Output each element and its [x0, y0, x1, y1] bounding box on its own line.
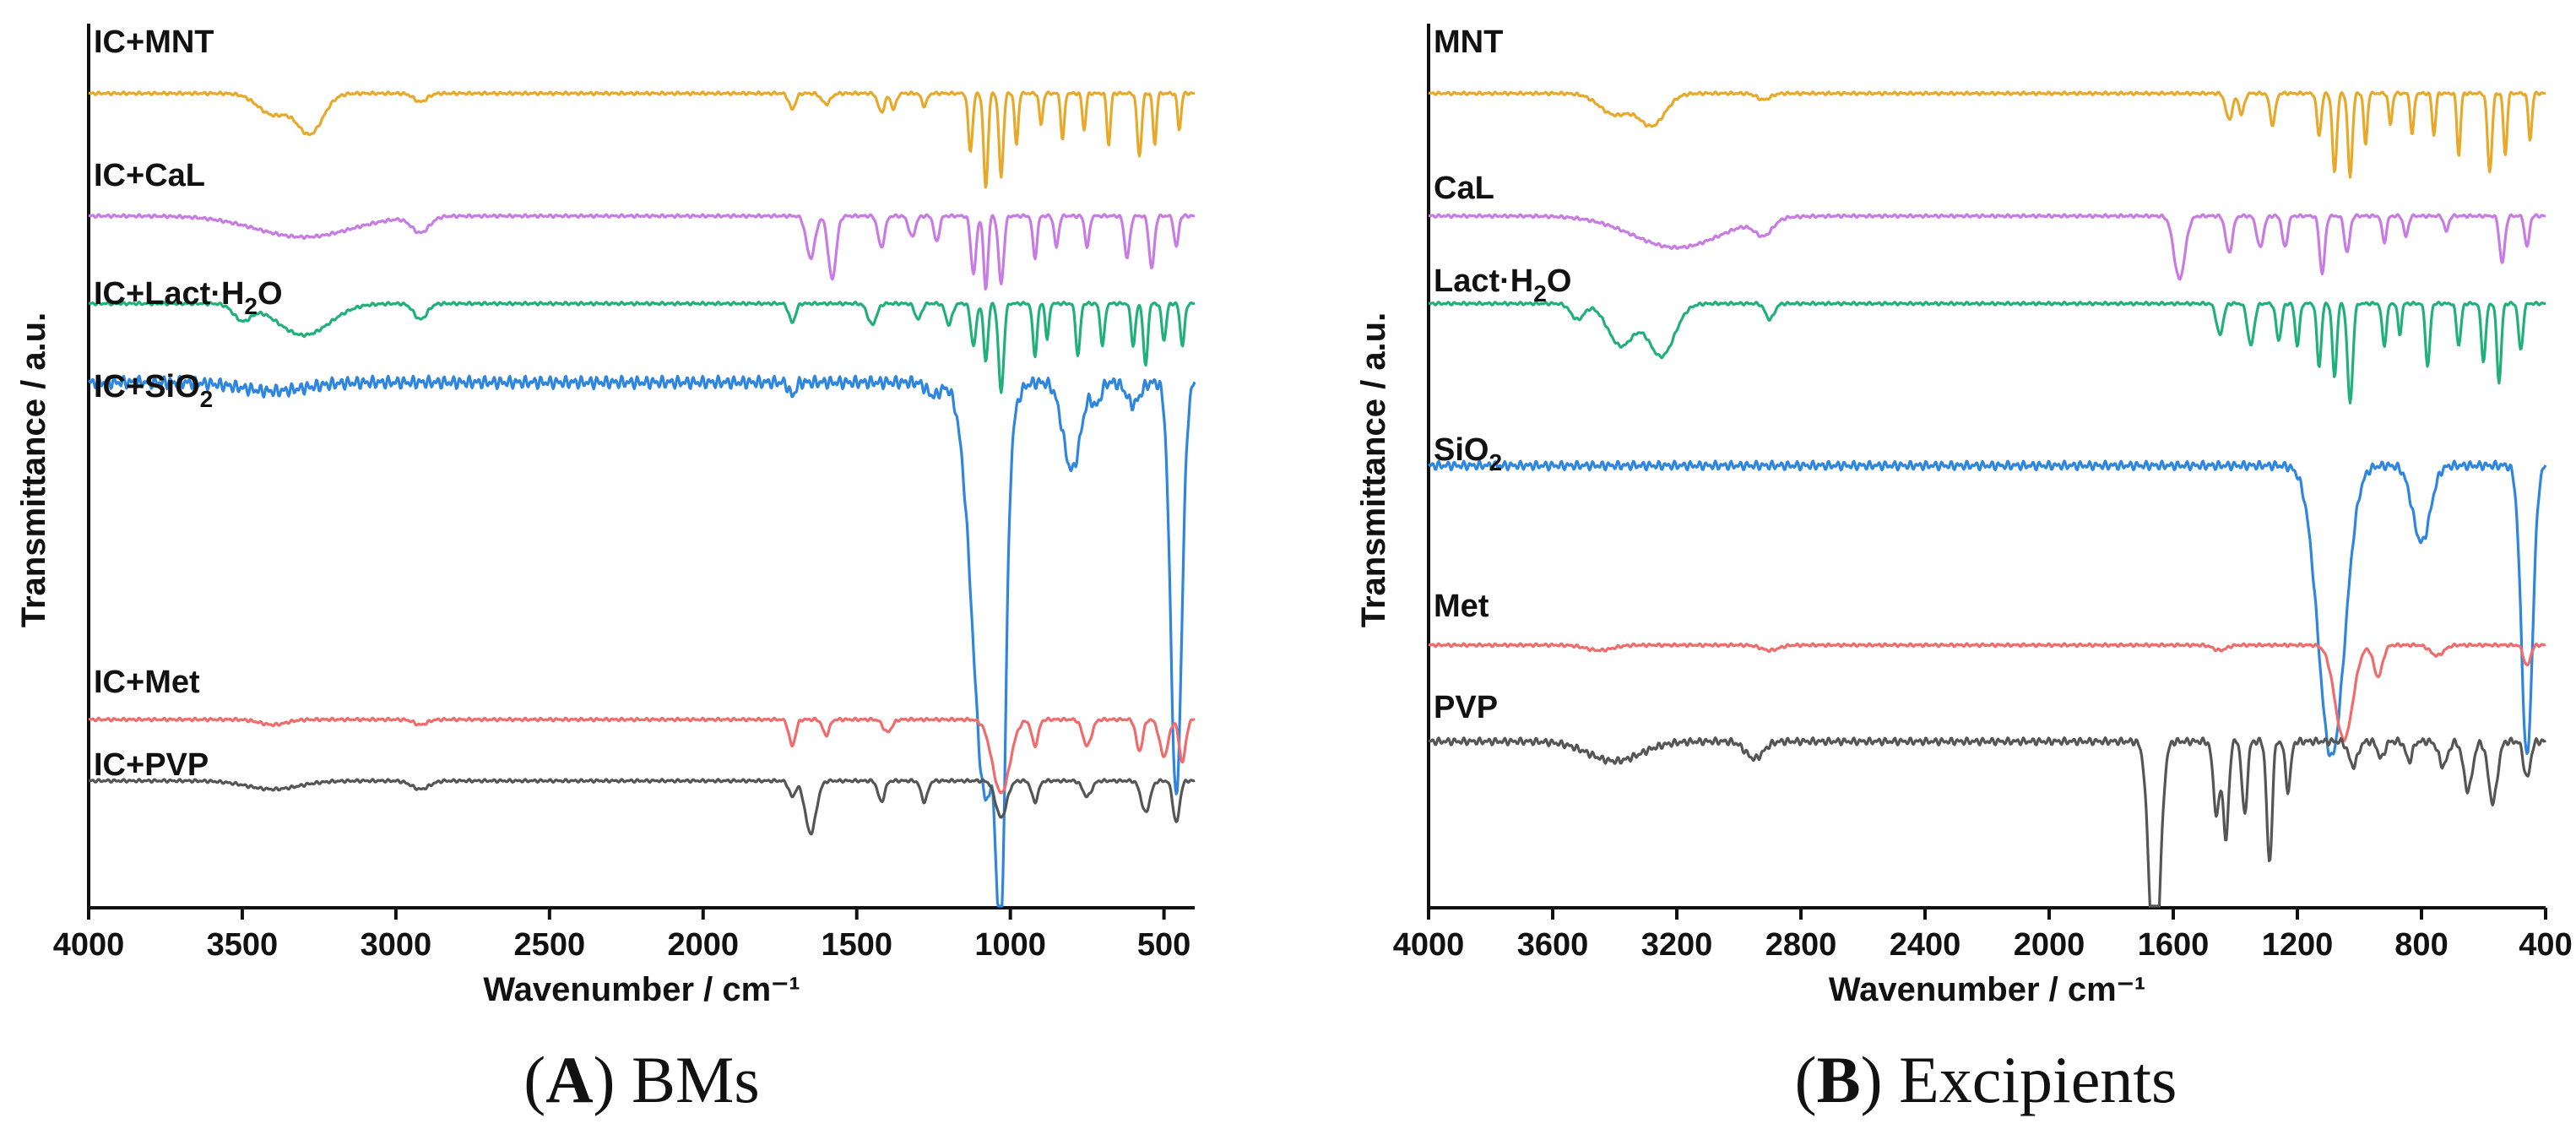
panel-b-excipients: 4000 3600 3200 2800 2400 2000 1600 1200 800 400 Wa… — [1355, 24, 2573, 1116]
y-axis-title: Transmittance / a.u. — [1355, 312, 1392, 627]
series-label-3: IC+SiO2 — [94, 369, 213, 412]
x-axis-title: Wavenumber / cm⁻¹ — [1829, 971, 2145, 1008]
series-label-5: IC+PVP — [94, 747, 209, 783]
series-label-3: SiO2 — [1434, 432, 1502, 475]
x-tick-label: 3200 — [1641, 927, 1713, 963]
x-tick-label: 3000 — [361, 927, 432, 963]
series-line-2 — [88, 301, 1196, 394]
x-tick-label: 400 — [2519, 927, 2572, 963]
x-tick-label: 1000 — [974, 927, 1046, 963]
series-label-4: IC+Met — [94, 665, 200, 700]
series-line-3 — [1428, 459, 2547, 757]
x-tick-label: 3500 — [207, 927, 279, 963]
y-axis-title: Transmittance / a.u. — [15, 312, 52, 627]
x-tick-label: 4000 — [1393, 927, 1465, 963]
series-line-0 — [1428, 90, 2546, 179]
x-tick-label: 2400 — [1890, 927, 1961, 963]
x-tick-label: 2000 — [2014, 927, 2085, 963]
x-tick-label: 4000 — [53, 927, 125, 963]
series-line-2 — [1428, 301, 2546, 404]
x-tick-label: 1200 — [2262, 927, 2334, 963]
series-label-2: IC+Lact·H2O — [94, 276, 283, 319]
panel-caption: (A) BMs — [523, 1043, 760, 1116]
series-label-0: MNT — [1434, 24, 1503, 60]
series-label-1: CaL — [1434, 171, 1494, 206]
series-label-0: IC+MNT — [94, 24, 214, 60]
series-line-5 — [1428, 736, 2547, 908]
x-tick-label: 2500 — [514, 927, 586, 963]
series-line-4 — [88, 716, 1196, 795]
x-axis-title: Wavenumber / cm⁻¹ — [483, 971, 800, 1008]
x-tick-label: 2000 — [668, 927, 740, 963]
series-label-4: Met — [1434, 589, 1489, 624]
series-line-5 — [88, 778, 1196, 836]
series-line-1 — [1428, 213, 2546, 281]
x-tick-label: 1600 — [2138, 927, 2210, 963]
series-line-4 — [1428, 642, 2546, 742]
x-tick-label: 500 — [1137, 927, 1190, 963]
x-tick-label: 3600 — [1517, 927, 1589, 963]
x-tick-label: 1500 — [821, 927, 892, 963]
series-line-3 — [87, 374, 1196, 908]
series-line-1 — [88, 213, 1196, 290]
series-line-0 — [88, 90, 1196, 189]
series-label-2: Lact·H2O — [1434, 263, 1571, 307]
series-label-1: IC+CaL — [94, 158, 205, 193]
x-tick-label: 2800 — [1765, 927, 1837, 963]
panel-a-bms: 4000 3500 3000 2500 2000 1500 1000 500 Wavenumbe… — [15, 24, 1196, 1116]
x-tick-label: 800 — [2394, 927, 2448, 963]
series-label-5: PVP — [1434, 690, 1498, 725]
panel-caption: (B) Excipients — [1795, 1043, 2177, 1116]
